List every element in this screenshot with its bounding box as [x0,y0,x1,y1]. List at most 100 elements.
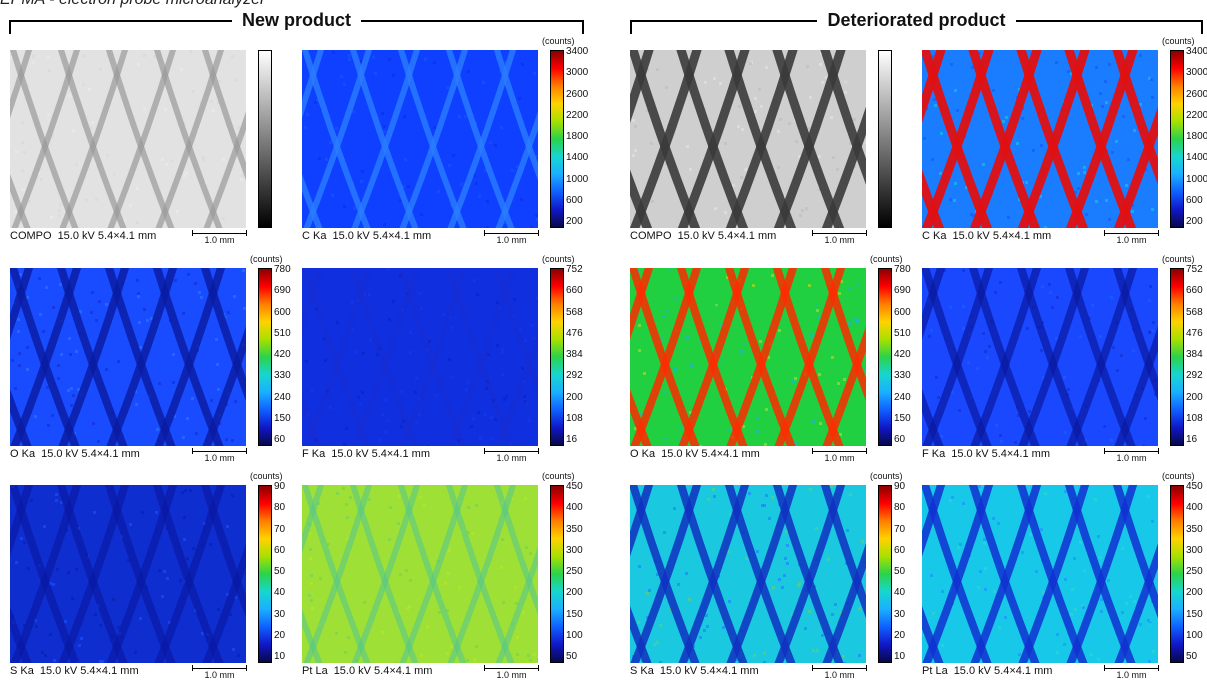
scale-bar-label: 1.0 mm [824,235,855,245]
map-panel: COMPO 15.0 kV 5.4×4.1 mm 1.0 mm [630,50,930,255]
color-scale-tick: 292 [1186,370,1203,382]
acquisition-conditions: 15.0 kV 5.4×4.1 mm [41,448,140,460]
color-scale-tick: 660 [1186,285,1203,297]
group-header-new: New product [9,10,584,34]
color-scale-tick: 70 [894,523,906,535]
color-scale-tick: 3400 [566,46,589,57]
color-scale-tick: 200 [1186,587,1203,599]
color-scale-tick: 292 [566,370,583,382]
color-scale-strip [878,50,892,228]
scale-bar: 1.0 mm [484,448,539,466]
map-caption: Pt La 15.0 kV 5.4×4.1 mm [302,665,432,677]
color-scale-strip [878,268,892,446]
color-scale-tick: 100 [566,629,583,641]
map-caption: F Ka 15.0 kV 5.4×4.1 mm [302,448,430,460]
color-scale-strip [258,268,272,446]
color-scale-strip [878,485,892,663]
color-scale-strip [1170,50,1184,228]
group-header-deteriorated: Deteriorated product [630,10,1203,34]
color-scale: (counts) 752 660 568 476 384 292 200 108 16 [542,254,602,446]
color-scale-tick: 400 [1186,502,1203,514]
scale-bar-label: 1.0 mm [1116,670,1147,680]
color-scale: (counts) 90 80 70 60 50 40 30 20 10 [870,471,930,663]
color-scale-tick: 690 [274,285,291,297]
color-scale-tick: 60 [274,434,286,445]
color-scale-tick: 200 [1186,216,1203,227]
acquisition-conditions: 15.0 kV 5.4×4.1 mm [661,448,760,460]
color-scale-tick: 90 [274,481,286,492]
color-scale-strip [550,485,564,663]
color-scale-strip [258,485,272,663]
map-caption: S Ka 15.0 kV 5.4×4.1 mm [10,665,139,677]
color-scale-units: (counts) [870,254,903,264]
element-map-image [922,268,1158,446]
element-label: S Ka [10,665,34,677]
acquisition-conditions: 15.0 kV 5.4×4.1 mm [331,448,430,460]
color-scale-tick: 200 [566,391,583,403]
color-scale-tick: 40 [894,587,906,599]
acquisition-conditions: 15.0 kV 5.4×4.1 mm [953,665,1053,677]
element-map-image [630,268,866,446]
scale-bar: 1.0 mm [812,448,867,466]
element-label: S Ka [630,665,654,677]
color-scale-tick: 600 [894,306,911,318]
scale-bar: 1.0 mm [484,665,539,683]
map-caption: O Ka 15.0 kV 5.4×4.1 mm [10,448,140,460]
color-scale-tick: 100 [1186,629,1203,641]
element-map-image [10,50,246,228]
color-scale: (counts) 3400 3000 2600 2200 1800 1400 1000 600 2… [1162,36,1207,228]
color-scale-tick: 3000 [1186,67,1207,79]
color-scale-tick: 108 [1186,412,1203,424]
color-scale-tick: 350 [1186,523,1203,535]
map-panel: O Ka 15.0 kV 5.4×4.1 mm 1.0 mm (counts) 780 6… [630,254,930,473]
color-scale-tick: 108 [566,412,583,424]
color-scale-tick: 330 [274,370,291,382]
color-scale-tick: 3400 [1186,46,1207,57]
color-scale-tick: 510 [274,327,291,339]
color-scale-tick: 50 [1186,651,1198,662]
color-scale-tick: 200 [566,216,583,227]
element-label: F Ka [922,448,946,460]
color-scale-strip [1170,268,1184,446]
scale-bar-label: 1.0 mm [204,670,235,680]
color-scale-tick: 600 [1186,194,1203,206]
color-scale: (counts) 90 80 70 60 50 40 30 20 10 [250,471,310,663]
color-scale [878,50,930,228]
color-scale-tick: 70 [274,523,286,535]
scale-bar-label: 1.0 mm [1116,235,1147,245]
map-panel: Pt La 15.0 kV 5.4×4.1 mm 1.0 mm (counts) 450… [922,471,1207,690]
color-scale-tick: 30 [274,608,286,620]
color-scale-tick: 90 [894,481,906,492]
color-scale-tick: 1800 [566,131,589,142]
color-scale-tick: 60 [894,544,906,556]
acquisition-conditions: 15.0 kV 5.4×4.1 mm [677,230,777,242]
group-title-deteriorated: Deteriorated product [817,10,1016,30]
color-scale-units: (counts) [542,254,575,264]
color-scale-units: (counts) [1162,36,1195,46]
element-label: O Ka [630,448,656,460]
element-map-image [302,50,538,228]
acquisition-conditions: 15.0 kV 5.4×4.1 mm [952,230,1052,242]
color-scale-tick: 752 [566,264,583,275]
scale-bar: 1.0 mm [192,665,247,683]
color-scale-tick: 150 [894,412,911,424]
map-panel: COMPO 15.0 kV 5.4×4.1 mm 1.0 mm [10,50,310,255]
color-scale: (counts) 3400 3000 2600 2200 1800 1400 1000 600 2… [542,36,602,228]
element-map-image [302,485,538,663]
map-panel: C Ka 15.0 kV 5.4×4.1 mm 1.0 mm (counts) 3400… [922,36,1207,255]
scale-bar-label: 1.0 mm [204,235,235,245]
group-title-new: New product [231,10,361,30]
color-scale-tick: 1000 [566,173,589,185]
color-scale: (counts) 450 400 350 300 250 200 150 100 50 [1162,471,1207,663]
map-caption: C Ka 15.0 kV 5.4×4.1 mm [302,230,431,242]
map-caption: S Ka 15.0 kV 5.4×4.1 mm [630,665,759,677]
color-scale-strip [550,268,564,446]
color-scale-tick: 2600 [1186,88,1207,100]
color-scale-tick: 420 [274,349,291,360]
color-scale-tick: 240 [894,391,911,403]
map-panel: C Ka 15.0 kV 5.4×4.1 mm 1.0 mm (counts) 3400… [302,36,602,255]
map-panel: S Ka 15.0 kV 5.4×4.1 mm 1.0 mm (counts) 90 80… [10,471,310,690]
scale-bar-label: 1.0 mm [204,453,235,463]
element-map-image [922,485,1158,663]
color-scale-tick: 250 [566,566,583,577]
